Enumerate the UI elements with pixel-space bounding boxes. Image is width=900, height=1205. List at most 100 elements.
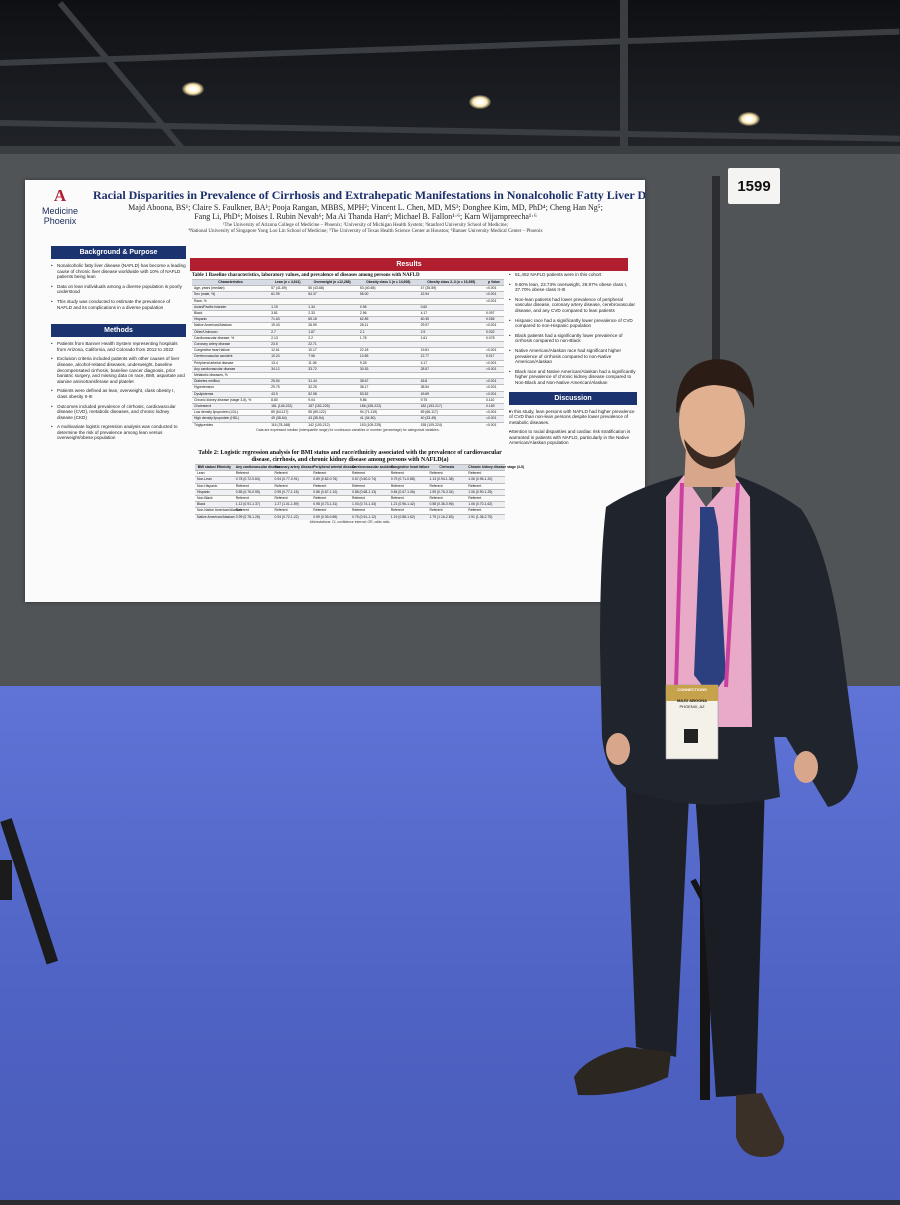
badge-header [666,685,718,701]
table-row: Non-Native American/Alaskan Referent Refer… [195,507,505,515]
poster-authors: Majd Aboona, BS¹; Claire S. Faulkner, BA… [93,203,638,221]
table-cell: 0.67 (0.60-0.74) [350,476,389,484]
results-bullet: Hispanic race had a significantly lower … [509,318,637,329]
table-row: Native American/Alaskan 19.43 26.59 28.11 29… [192,322,504,330]
table-cell: 0.94 (0.72-1.22) [272,513,312,520]
table-cell: <0.001 [483,322,504,330]
table-cell: <0.001 [483,390,504,398]
table-cell: 4.17 [418,359,484,367]
table-cell: 2.96 [357,309,419,317]
table-row: Congestive heart failure 12.61 10.17 22.18 1… [192,347,504,354]
table1-header-cell: Obesity class 1 (n = 14,908) [357,278,419,286]
table-cell: Referent [272,482,312,490]
table-cell: 56 (43-68) [306,285,358,292]
methods-bullet: Exclusion criteria included patients wit… [51,356,186,384]
table-cell: Race, % [192,297,270,305]
table-cell: Congestive heart failure [192,347,270,354]
table-cell: Cardiovascular disease, % [192,334,270,342]
table-cell: 29.97 [418,322,484,330]
table-cell: 0.097 [483,309,504,317]
table-cell: 2.13 [269,334,307,342]
table2-header-cell: Coronary artery disease [272,463,314,471]
table-row: Native American/Alaskan 0.99 (0.78-1.26) 0… [195,513,505,520]
table-cell: 0.078 [483,334,504,342]
table-row: Dyslipidemia 43.9 52.98 53.52 49.69 <0.001 [192,390,504,398]
table-cell: <0.001 [483,359,504,367]
table-cell: 0.78 (0.72-0.84) [233,476,273,484]
table-cell: 2.2 [306,334,358,342]
table-cell: Black [192,309,270,317]
necktie [694,507,726,697]
table-cell: 1.12 (0.91-1.37) [233,501,273,508]
right-shoe [736,1093,785,1157]
ceiling-truss [620,0,628,160]
table-cell: Non-Lean [195,476,234,484]
table-cell: 1.19 (0.88-1.62) [388,513,428,520]
table-row: Triglycerides 116 (78-168) 142 (100-212) 15… [192,421,504,428]
table-cell: 8.80 [269,396,307,404]
table1-header-cell: Lean (n = 4,941) [269,278,307,286]
table-cell: 1.03 (0.74-1.43) [350,501,389,508]
table-cell: 22.18 [357,347,419,354]
table-cell: 1.78 [357,334,419,342]
table-cell: Native American/Alaskan [192,322,270,330]
table-cell: 10.17 [306,347,358,354]
table-cell: 45.8 [418,378,484,385]
table-cell: <0.001 [483,384,504,392]
table-cell: 62.89 [357,316,419,323]
table-cell: 0.60 [418,303,484,311]
table-cell: Non-Native American/Alaskan [195,507,243,515]
left-leg [624,737,690,1057]
table-cell: 181 (145-222) [269,403,307,410]
table-cell: Referent [233,494,273,502]
table-cell: Any cardiovascular disease [192,365,270,373]
table-row: Hispanic 71.63 65.18 62.89 60.35 0.065 [192,316,504,323]
table-cell: Referent [272,507,312,515]
background-heading: Background & Purpose [51,246,186,259]
table1-header-cell: Overweight (n =12,268) [306,278,358,286]
discussion-heading: Discussion [509,391,637,405]
table-cell [418,341,484,348]
table-row: Cardiovascular disease, % 2.13 2.2 1.78 1.61… [192,334,504,342]
table-cell [306,372,358,379]
table-cell: Hispanic [195,488,234,496]
table-cell: Referent [427,507,467,515]
table-row: Hispanic 0.85 (0.76-0.95) 0.95 (0.77-1.15)… [195,488,505,496]
table-cell: <0.001 [483,297,504,305]
table-cell: 10.24 [269,353,307,361]
discussion-text: In this study, lean persons with NAFLD h… [509,409,637,426]
table-cell: 95 (69-122) [306,409,358,416]
table-cell: 19.81 [418,347,484,354]
left-hand [606,733,630,765]
logo-line-2: Phoenix [43,216,77,226]
table-row: Peripheral arterial disease 13.4 11.06 9.28… [192,359,504,367]
table-cell: 26.59 [306,322,358,330]
table-row: Non-Black Referent Referent Referent Referen… [195,494,505,502]
table-row: Low density lipoprotein (LDL) 89 (64-117)… [192,409,504,416]
table-cell: 2.7 [269,328,307,336]
table-cell: 29.75 [269,384,307,392]
badge-line-3: PHOENIX, AZ [679,704,705,709]
table-cell: Diabetes mellitus [192,378,270,385]
results-bullet: 9.60% lean, 23.73% overweight, 28.97% ob… [509,282,637,293]
methods-bullet: Patients were defined as lean, overweigh… [51,388,186,399]
left-shoe [574,1047,671,1096]
table-cell: Asian/Pacific Islander [192,303,270,311]
table-cell: Sex (male, %) [192,291,270,299]
table-row: Coronary artery disease 23.5 22.71 [192,341,504,348]
table-cell: 1.34 [306,303,358,311]
table-cell: 12.77 [418,353,484,361]
table-cell: Referent [272,494,312,502]
table-row: Lean Referent Referent Referent Referent Refe… [195,470,505,477]
badge-qr-code [684,729,698,743]
table-cell: 1.06 (0.90-1.25) [466,488,505,496]
table2-header-cell: Congestive heart failure [388,463,430,471]
table-cell: Hispanic [192,316,270,323]
right-hand [794,751,818,783]
table-row: Sex (male, %) 61.99 54.37 55.00 42.94 <0.001 [192,291,504,299]
table-cell: 0.75 (0.51-1.12) [350,513,389,520]
table-cell: 38.54 [418,384,484,392]
results-heading: Results [190,258,628,271]
table-cell: Referent [272,470,312,477]
methods-heading: Methods [51,324,186,338]
